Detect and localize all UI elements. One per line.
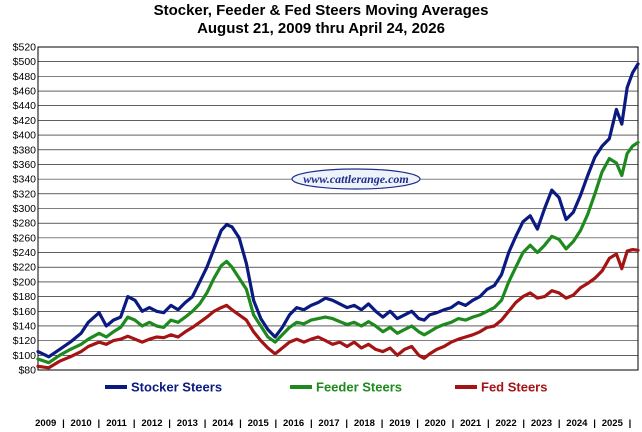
x-year-separator: |	[381, 418, 384, 429]
x-year-separator: |	[558, 418, 561, 429]
x-year-label: 2015	[248, 418, 270, 429]
series-line-stocker-steers	[36, 62, 640, 359]
y-axis-tick-labels: $80 $100 $120 $140 $160 $180 $200 $220 $240 $260 $…	[13, 42, 37, 377]
x-year-separator: |	[452, 418, 455, 429]
x-year-separator: |	[62, 418, 65, 429]
x-year-separator: |	[239, 418, 242, 429]
x-year-label: 2012	[141, 418, 162, 429]
x-year-label: 2010	[71, 418, 92, 429]
x-year-label: 2016	[283, 418, 304, 429]
y-tick-label: $360	[13, 159, 37, 171]
y-tick-label: $500	[13, 56, 37, 68]
y-tick-label: $440	[13, 100, 37, 112]
y-tick-label: $280	[13, 218, 37, 230]
x-year-label: 2011	[106, 418, 127, 429]
y-tick-label: $380	[13, 144, 37, 156]
y-tick-label: $180	[13, 291, 37, 303]
chart-title: Stocker, Feeder & Fed Steers Moving Aver…	[154, 2, 489, 19]
x-year-label: 2024	[566, 418, 588, 429]
y-tick-label: $120	[13, 335, 37, 347]
y-tick-label: $340	[13, 174, 37, 186]
x-year-separator: |	[168, 418, 171, 429]
x-year-label: 2020	[425, 418, 446, 429]
x-year-separator: |	[310, 418, 313, 429]
chart-subtitle: August 21, 2009 thru April 24, 2026	[197, 20, 445, 37]
x-year-label: 2019	[389, 418, 410, 429]
x-year-separator: |	[416, 418, 419, 429]
series-line-feeder-steers	[36, 140, 640, 365]
y-tick-label: $520	[13, 42, 37, 54]
x-axis-year-labels: 2009 | 2010 | 2011 | 2012 | 2013 | 2014 | 2015 | 2016 |…	[35, 418, 631, 429]
grid-lines	[38, 46, 638, 371]
y-tick-label: $420	[13, 115, 37, 127]
y-tick-label: $100	[13, 350, 37, 362]
x-year-label: 2021	[460, 418, 482, 429]
x-year-label: 2023	[531, 418, 552, 429]
y-tick-label: $480	[13, 71, 37, 83]
x-year-label: 2018	[354, 418, 375, 429]
y-tick-label: $200	[13, 276, 37, 288]
legend: Stocker Steers Feeder Steers Fed Steers	[105, 380, 547, 395]
legend-label-stocker-steers: Stocker Steers	[131, 380, 222, 395]
series-line-fed-steers	[36, 248, 640, 370]
x-year-label: 2025	[602, 418, 624, 429]
x-year-separator: |	[345, 418, 348, 429]
y-tick-label: $220	[13, 262, 37, 274]
watermark-text: www.cattlerange.com	[303, 172, 409, 186]
x-year-label: 2014	[212, 418, 234, 429]
y-tick-label: $240	[13, 247, 37, 259]
x-year-separator: |	[275, 418, 278, 429]
x-year-separator: |	[522, 418, 525, 429]
y-tick-label: $300	[13, 203, 37, 215]
x-year-separator: |	[629, 418, 632, 429]
y-tick-label: $160	[13, 306, 37, 318]
y-tick-label: $140	[13, 320, 37, 332]
legend-label-fed-steers: Fed Steers	[481, 380, 547, 395]
x-year-separator: |	[133, 418, 136, 429]
watermark-badge: www.cattlerange.com	[291, 168, 421, 190]
x-year-separator: |	[204, 418, 207, 429]
x-year-label: 2013	[177, 418, 198, 429]
watermark-ellipse	[291, 168, 421, 190]
y-tick-label: $260	[13, 232, 37, 244]
y-tick-label: $80	[18, 365, 36, 377]
y-tick-label: $400	[13, 130, 37, 142]
x-year-separator: |	[487, 418, 490, 429]
x-year-label: 2017	[318, 418, 339, 429]
x-year-label: 2022	[495, 418, 516, 429]
x-year-separator: |	[97, 418, 100, 429]
y-tick-label: $320	[13, 188, 37, 200]
legend-label-feeder-steers: Feeder Steers	[316, 380, 402, 395]
series-lines	[36, 62, 640, 370]
y-tick-label: $460	[13, 86, 37, 98]
x-year-separator: |	[593, 418, 596, 429]
x-year-label: 2009	[35, 418, 56, 429]
